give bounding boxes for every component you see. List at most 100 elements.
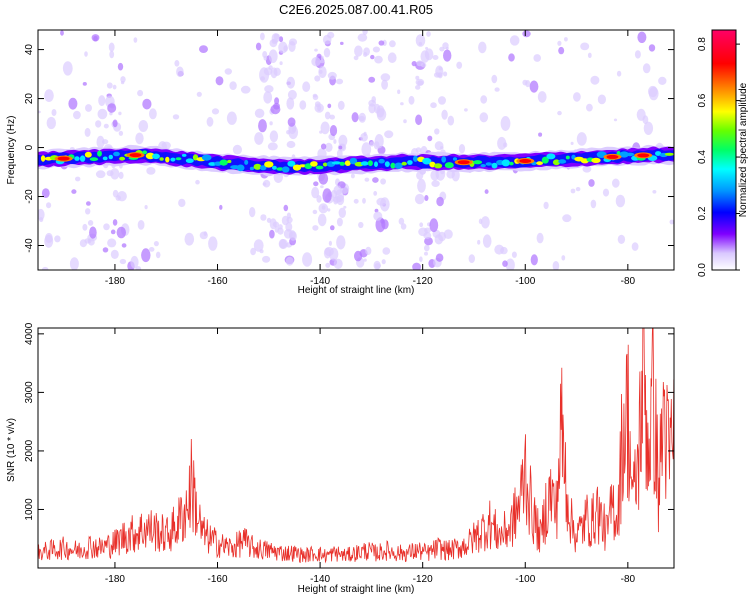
ridge-blob bbox=[185, 158, 194, 163]
noise-blob bbox=[336, 217, 343, 227]
noise-blob bbox=[232, 144, 242, 155]
noise-blob bbox=[468, 254, 475, 263]
noise-blob bbox=[283, 45, 289, 52]
noise-blob bbox=[418, 41, 423, 46]
noise-blob bbox=[375, 217, 386, 233]
noise-blob bbox=[408, 95, 415, 105]
noise-blob bbox=[108, 42, 115, 52]
noise-blob bbox=[263, 55, 268, 61]
noise-blob bbox=[259, 249, 264, 254]
noise-blob bbox=[267, 142, 278, 151]
noise-blob bbox=[464, 108, 468, 112]
noise-blob bbox=[137, 89, 144, 97]
ridge-blob bbox=[170, 157, 176, 162]
ridge-blob bbox=[480, 164, 486, 168]
noise-blob bbox=[54, 235, 61, 243]
noise-blob bbox=[381, 79, 388, 90]
noise-blob bbox=[374, 134, 384, 149]
noise-blob bbox=[432, 55, 439, 60]
noise-blob bbox=[279, 239, 288, 249]
ridge-blob bbox=[625, 152, 635, 157]
noise-blob bbox=[263, 91, 273, 104]
noise-blob bbox=[311, 186, 320, 199]
ridge-blob bbox=[108, 154, 114, 160]
ridge-blob bbox=[552, 159, 561, 166]
noise-blob bbox=[110, 229, 116, 235]
noise-blob bbox=[270, 104, 281, 115]
ridge-blob bbox=[394, 162, 403, 169]
ridge-blob bbox=[367, 160, 373, 167]
ridge-blob bbox=[89, 157, 99, 162]
ridge-blob bbox=[349, 157, 358, 165]
noise-blob bbox=[362, 197, 366, 204]
noise-blob bbox=[314, 48, 318, 52]
noise-blob bbox=[312, 225, 319, 231]
ridge-blob bbox=[201, 154, 212, 161]
noise-blob bbox=[103, 123, 109, 129]
noise-blob bbox=[353, 55, 359, 61]
noise-blob bbox=[320, 143, 327, 150]
ridge-blob bbox=[413, 155, 418, 162]
ridge-blob bbox=[253, 163, 262, 170]
noise-blob bbox=[400, 102, 404, 106]
noise-blob bbox=[658, 76, 667, 85]
noise-blob bbox=[484, 189, 489, 194]
noise-blob bbox=[597, 94, 607, 105]
noise-blob bbox=[372, 177, 379, 183]
noise-blob bbox=[429, 218, 439, 233]
noise-blob bbox=[491, 74, 498, 84]
noise-blob bbox=[229, 81, 237, 90]
noise-blob bbox=[333, 185, 342, 196]
noise-blob bbox=[273, 67, 281, 77]
ridge-blob bbox=[378, 158, 385, 164]
noise-blob bbox=[102, 247, 109, 253]
ridge-blob bbox=[272, 165, 277, 170]
noise-blob bbox=[636, 108, 646, 121]
noise-blob bbox=[279, 61, 283, 66]
noise-blob bbox=[477, 239, 481, 245]
noise-blob bbox=[329, 125, 338, 137]
noise-blob bbox=[313, 181, 319, 187]
noise-blob bbox=[615, 194, 626, 208]
noise-blob bbox=[336, 235, 346, 250]
ridge-blob bbox=[619, 151, 629, 158]
noise-blob bbox=[361, 142, 372, 157]
hotspot-core bbox=[457, 160, 470, 165]
ridge-blob bbox=[541, 156, 549, 164]
noise-blob bbox=[418, 227, 428, 237]
noise-blob bbox=[325, 262, 331, 268]
noise-blob bbox=[44, 89, 54, 102]
noise-blob bbox=[133, 37, 138, 43]
noise-blob bbox=[219, 204, 223, 210]
noise-blob bbox=[299, 100, 307, 110]
x-tick-label: -120 bbox=[413, 574, 433, 585]
noise-blob bbox=[178, 198, 186, 208]
hotspot-core bbox=[129, 153, 142, 158]
noise-blob bbox=[110, 168, 120, 180]
ridge-blob bbox=[374, 161, 378, 167]
noise-blob bbox=[433, 72, 441, 78]
noise-blob bbox=[106, 82, 113, 89]
noise-blob bbox=[500, 116, 511, 131]
noise-blob bbox=[426, 31, 431, 37]
noise-blob bbox=[575, 187, 581, 192]
noise-blob bbox=[176, 66, 184, 78]
noise-blob bbox=[354, 45, 363, 57]
ridge-blob bbox=[509, 161, 514, 166]
ridge-blob bbox=[536, 161, 543, 166]
noise-blob bbox=[525, 80, 531, 88]
noise-blob bbox=[85, 208, 91, 215]
noise-blob bbox=[327, 208, 331, 212]
noise-blob bbox=[374, 263, 381, 269]
y-tick-label: -20 bbox=[24, 189, 35, 204]
ridge-blob bbox=[429, 161, 436, 168]
noise-blob bbox=[320, 185, 324, 189]
noise-blob bbox=[648, 85, 658, 98]
noise-blob bbox=[324, 111, 331, 120]
x-tick-label: -180 bbox=[105, 574, 125, 585]
noise-blob bbox=[211, 108, 220, 115]
noise-blob bbox=[358, 221, 364, 229]
ridge-blob bbox=[390, 162, 396, 169]
spectrogram-frame bbox=[37, 29, 675, 271]
noise-blob bbox=[318, 172, 329, 185]
